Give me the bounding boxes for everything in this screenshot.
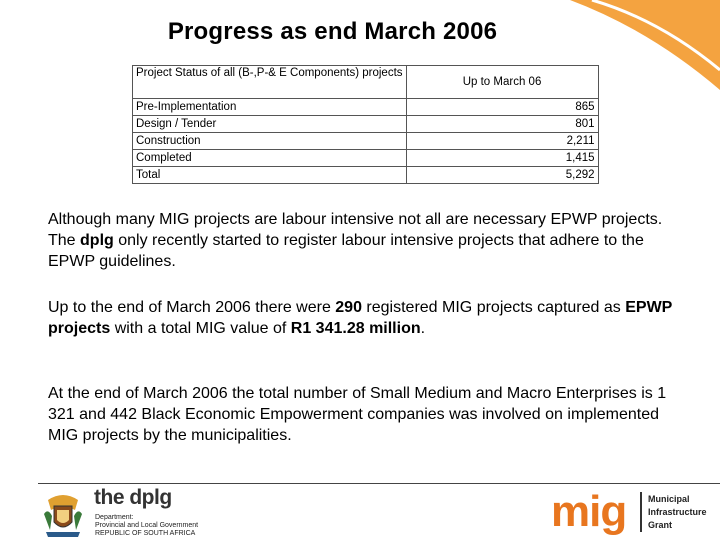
mig-logo-divider <box>640 492 642 532</box>
text-bold-dplg: dplg <box>80 232 114 249</box>
footer-divider <box>38 483 720 484</box>
page-title: Progress as end March 2006 <box>167 18 498 45</box>
text-segment: . <box>420 320 426 337</box>
table-row: Completed 1,415 <box>132 149 599 167</box>
row-value: 801 <box>405 115 599 133</box>
text-segment: only recently started to register labour… <box>48 232 644 270</box>
mig-logo: mig <box>551 487 627 536</box>
table-row: Total 5,292 <box>132 166 599 184</box>
text-segment: Up to the end of March 2006 there were <box>48 299 336 316</box>
row-label: Total <box>132 166 407 184</box>
text-segment: Although many MIG projects are labour in… <box>48 211 663 249</box>
text-bold-count: 290 <box>335 299 362 316</box>
dplg-logo-text: the dplg <box>94 486 172 509</box>
row-value: 2,211 <box>405 132 599 150</box>
table-row: Design / Tender 801 <box>132 115 599 133</box>
project-status-table: Project Status of all (B-,P-& E Componen… <box>132 65 599 184</box>
dplg-sub-line: Provincial and Local Government <box>95 522 199 529</box>
row-label: Completed <box>132 149 407 167</box>
corner-decoration <box>570 0 720 90</box>
table-row: Pre-Implementation 865 <box>132 98 599 116</box>
row-value: 1,415 <box>405 149 599 167</box>
row-label: Design / Tender <box>132 115 407 133</box>
text-bold-epwp: EPWP projects <box>48 299 673 337</box>
text-segment: registered MIG projects captured as <box>361 299 626 316</box>
table-header-label: Project Status of all (B-,P-& E Componen… <box>132 65 407 99</box>
mig-subtitle: Municipal Infrastructure Grant <box>648 493 707 532</box>
mig-sub-line: Infrastructure <box>648 507 707 517</box>
row-value: 5,292 <box>405 166 599 184</box>
dplg-sub-line: REPUBLIC OF SOUTH AFRICA <box>95 530 196 537</box>
mig-sub-line: Municipal <box>648 494 690 504</box>
row-label: Construction <box>132 132 407 150</box>
paragraph-epwp-registration: Although many MIG projects are labour in… <box>48 209 678 272</box>
text-segment: with a total MIG value of <box>110 320 291 337</box>
paragraph-enterprises: At the end of March 2006 the total numbe… <box>48 385 667 444</box>
table-header-value: Up to March 06 <box>405 65 599 99</box>
row-label: Pre-Implementation <box>132 98 407 116</box>
mig-sub-line: Grant <box>648 520 673 530</box>
coat-of-arms-icon <box>44 495 82 537</box>
dplg-subtitle: Department: Provincial and Local Governm… <box>95 514 225 538</box>
row-value: 865 <box>405 98 599 116</box>
table-header-row: Project Status of all (B-,P-& E Componen… <box>132 65 599 99</box>
table-row: Construction 2,211 <box>132 132 599 150</box>
paragraph-registered-projects: Up to the end of March 2006 there were 2… <box>48 297 678 339</box>
text-bold-value: R1 341.28 million <box>290 320 421 337</box>
dplg-sub-line: Department: <box>95 514 134 521</box>
